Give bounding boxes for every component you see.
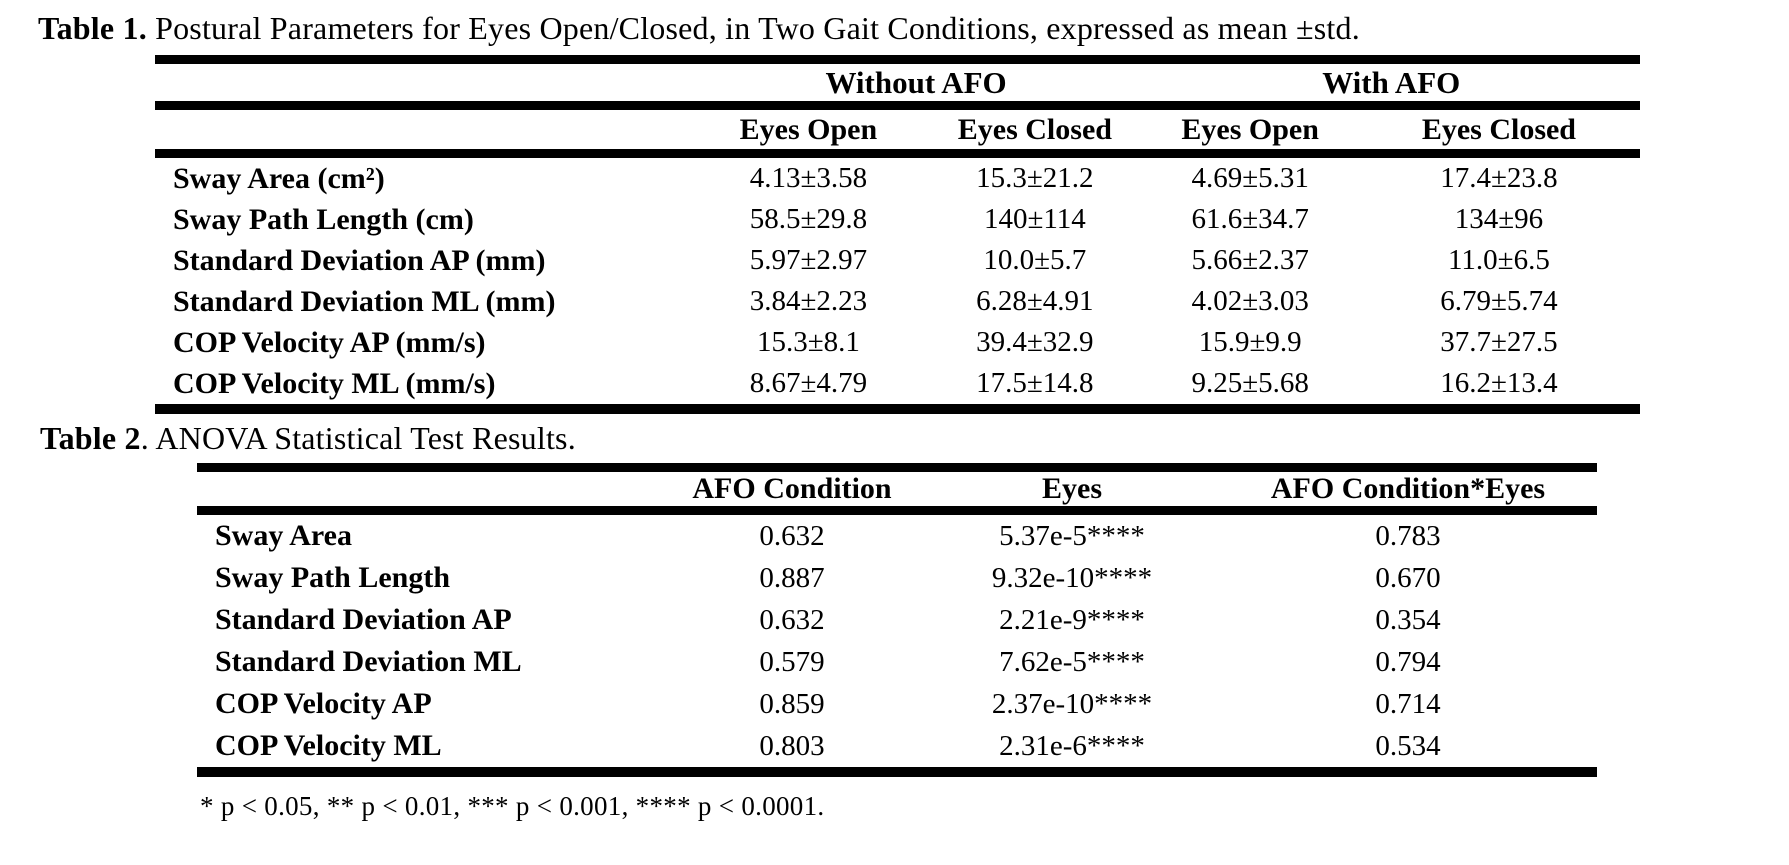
cell-value: 10.0±5.7 <box>983 244 1087 276</box>
cell-value: 4.02±3.03 <box>1191 285 1309 317</box>
cell-value: 0.534 <box>1219 725 1597 777</box>
empty-header-cell <box>197 467 659 515</box>
row-label: COP Velocity ML <box>197 725 659 777</box>
cell-value: 4.13±3.58 <box>749 162 868 194</box>
table-row: Standard Deviation AP 0.632 2.21e-9**** 0.3… <box>197 599 1597 641</box>
table-row: COP Velocity AP (mm/s) 15.3±8.1 39.4±32.9 1… <box>155 322 1640 363</box>
cell-value: 9.25±5.68 <box>1142 363 1358 414</box>
group-header-without-afo: Without AFO <box>689 59 1143 110</box>
column-header: AFO Condition*Eyes <box>1219 467 1597 515</box>
table-row: COP Velocity AP 0.859 2.37e-10**** 0.714 <box>197 683 1597 725</box>
cell-value: 5.66±2.37 <box>1191 244 1309 276</box>
cell-value: 0.859 <box>759 687 825 720</box>
table1-body: Sway Area (cm²) 4.13±3.58 15.3±21.2 4.69±5.… <box>155 154 1640 414</box>
empty-header-cell <box>155 105 690 158</box>
cell-value: 7.62e-5**** <box>999 645 1145 678</box>
table1-container: Without AFO With AFO Eyes Open Eyes Clos… <box>155 55 1640 414</box>
cell-value: 16.2±13.4 <box>1357 363 1640 414</box>
cell-value: 58.5±29.8 <box>749 203 868 235</box>
column-header: Eyes Open <box>689 105 928 158</box>
cell-value: 2.37e-10**** <box>991 687 1153 720</box>
table2-body: Sway Area 0.632 5.37e-5**** 0.783 Sway Path … <box>197 511 1597 777</box>
row-label: COP Velocity AP (mm/s) <box>173 325 486 359</box>
table1-caption: Table 1. Postural Parameters for Eyes Op… <box>38 10 1360 47</box>
table2: AFO Condition Eyes AFO Condition*Eyes Sw… <box>197 463 1597 777</box>
column-header: Eyes Closed <box>927 105 1143 158</box>
cell-value: 0.354 <box>1375 603 1441 636</box>
empty-header-cell <box>155 59 690 110</box>
cell-value: 2.21e-9**** <box>999 603 1145 636</box>
table2-container: AFO Condition Eyes AFO Condition*Eyes Sw… <box>197 463 1597 777</box>
group-header-with-afo: With AFO <box>1142 59 1640 110</box>
table1-group-header-row: Without AFO With AFO <box>155 59 1640 110</box>
cell-value: 140±114 <box>983 203 1086 235</box>
table1-column-header-row: Eyes Open Eyes Closed Eyes Open Eyes Clo… <box>155 105 1640 158</box>
row-label: COP Velocity ML (mm/s) <box>155 363 690 414</box>
table2-caption: Table 2. ANOVA Statistical Test Results. <box>40 420 576 457</box>
table2-caption-label: Table 2 <box>40 420 141 456</box>
table1: Without AFO With AFO Eyes Open Eyes Clos… <box>155 55 1640 414</box>
cell-value: 61.6±34.7 <box>1191 203 1309 235</box>
row-label: Sway Area (cm²) <box>173 161 385 195</box>
table-row: Sway Path Length 0.887 9.32e-10**** 0.670 <box>197 557 1597 599</box>
cell-value: 17.4±23.8 <box>1440 162 1558 194</box>
cell-value: 0.714 <box>1375 687 1441 720</box>
cell-value: 0.632 <box>759 519 825 552</box>
cell-value: 39.4±32.9 <box>976 326 1094 358</box>
cell-value: 6.79±5.74 <box>1440 285 1558 317</box>
cell-value: 17.5±14.8 <box>927 363 1143 414</box>
row-label: Standard Deviation ML (mm) <box>173 284 556 318</box>
cell-value: 6.28±4.91 <box>976 285 1094 317</box>
row-label: Sway Path Length (cm) <box>173 202 474 236</box>
row-label: COP Velocity AP <box>215 687 432 720</box>
significance-footnote: * p < 0.05, ** p < 0.01, *** p < 0.001, … <box>200 791 825 821</box>
row-label: Standard Deviation AP <box>215 603 512 636</box>
table1-caption-label: Table 1. <box>38 10 147 46</box>
table1-caption-text: Postural Parameters for Eyes Open/Closed… <box>146 10 1360 46</box>
cell-value: 0.632 <box>759 603 825 636</box>
table-row: Sway Area 0.632 5.37e-5**** 0.783 <box>197 511 1597 558</box>
cell-value: 0.783 <box>1375 519 1441 552</box>
cell-value: 2.31e-6**** <box>925 725 1219 777</box>
table-row: Standard Deviation ML (mm) 3.84±2.23 6.28±… <box>155 281 1640 322</box>
table-row: Sway Area (cm²) 4.13±3.58 15.3±21.2 4.69±5.… <box>155 154 1640 200</box>
column-header: Eyes Closed <box>1357 105 1640 158</box>
table-row: Standard Deviation AP (mm) 5.97±2.97 10.0±… <box>155 240 1640 281</box>
column-header: Eyes <box>925 467 1219 515</box>
cell-value: 3.84±2.23 <box>749 285 868 317</box>
cell-value: 15.3±8.1 <box>756 326 860 358</box>
table2-column-header-row: AFO Condition Eyes AFO Condition*Eyes <box>197 467 1597 515</box>
row-label: Standard Deviation ML <box>215 645 522 678</box>
cell-value: 4.69±5.31 <box>1191 162 1309 194</box>
row-label: Sway Path Length <box>215 561 451 594</box>
table-row: COP Velocity ML 0.803 2.31e-6**** 0.534 <box>197 725 1597 777</box>
column-header: AFO Condition <box>659 467 925 515</box>
cell-value: 0.794 <box>1375 645 1441 678</box>
cell-value: 11.0±6.5 <box>1447 244 1550 276</box>
table-row: COP Velocity ML (mm/s) 8.67±4.79 17.5±14.8… <box>155 363 1640 414</box>
row-label: Sway Area <box>215 519 352 552</box>
cell-value: 8.67±4.79 <box>689 363 928 414</box>
cell-value: 0.579 <box>759 645 825 678</box>
cell-value: 5.97±2.97 <box>749 244 868 276</box>
cell-value: 15.9±9.9 <box>1198 326 1302 358</box>
cell-value: 0.670 <box>1375 561 1441 594</box>
table-row: Standard Deviation ML 0.579 7.62e-5**** 0.7… <box>197 641 1597 683</box>
column-header: Eyes Open <box>1142 105 1358 158</box>
cell-value: 9.32e-10**** <box>991 561 1153 594</box>
cell-value: 5.37e-5**** <box>999 519 1145 552</box>
cell-value: 15.3±21.2 <box>976 162 1094 194</box>
table2-caption-text: . ANOVA Statistical Test Results. <box>140 420 576 456</box>
table-row: Sway Path Length (cm) 58.5±29.8 140±114 61.… <box>155 199 1640 240</box>
row-label: Standard Deviation AP (mm) <box>173 243 546 277</box>
cell-value: 37.7±27.5 <box>1440 326 1558 358</box>
cell-value: 0.887 <box>759 561 825 594</box>
cell-value: 0.803 <box>659 725 925 777</box>
cell-value: 134±96 <box>1454 203 1544 235</box>
